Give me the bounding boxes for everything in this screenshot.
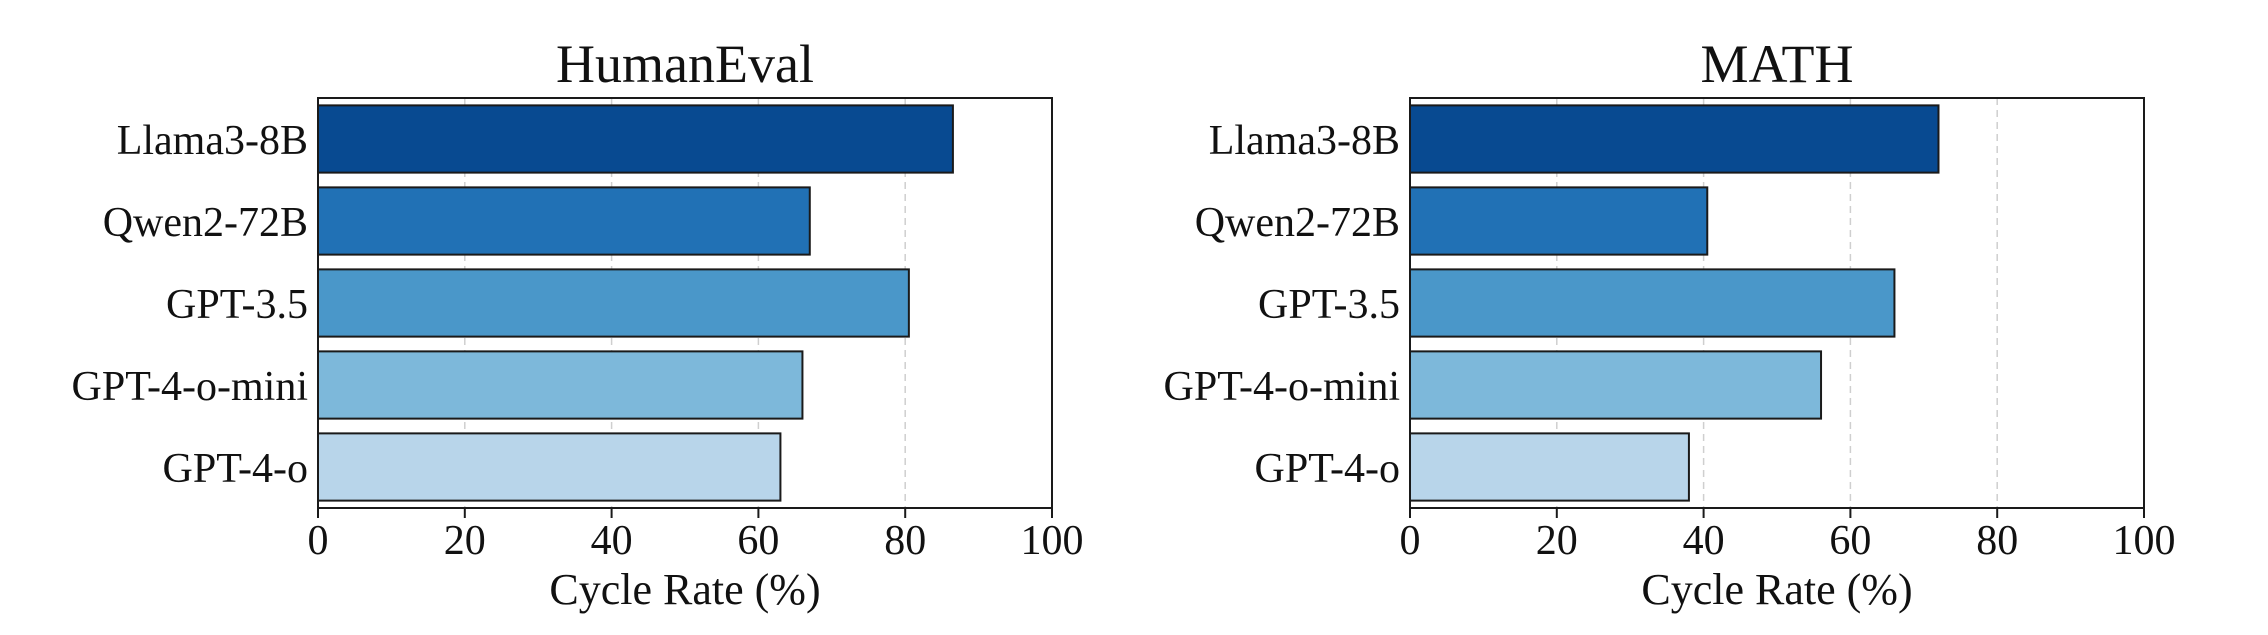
x-tick-label: 20 [1536, 518, 1578, 564]
category-label: GPT-4-o-mini [72, 364, 308, 410]
x-tick-label: 0 [1400, 518, 1421, 564]
bar [1409, 268, 1896, 338]
plot-frame [317, 97, 1053, 509]
category-label: Llama3-8B [117, 118, 308, 164]
bar [317, 186, 811, 256]
x-axis-label: Cycle Rate (%) [1641, 565, 1912, 614]
x-tick-label: 40 [591, 518, 633, 564]
x-tick-label: 100 [1021, 518, 1084, 564]
chart-title: MATH [1700, 34, 1853, 94]
x-tick-label: 80 [1976, 518, 2018, 564]
x-tick-label: 80 [884, 518, 926, 564]
plot-frame [1409, 97, 2145, 509]
bar [317, 432, 782, 502]
bar [317, 350, 804, 420]
chart-panel-2: MATH Llama3-8B Qwen2-72B GPT-3.5 GPT-4-o-min… [1164, 34, 2176, 614]
category-label: GPT-4-o-mini [1164, 364, 1400, 410]
bar [317, 104, 954, 174]
x-tick-label: 0 [308, 518, 329, 564]
category-label: Qwen2-72B [103, 200, 308, 246]
category-label: GPT-4-o [163, 446, 308, 492]
bar [1409, 186, 1709, 256]
bar [317, 268, 910, 338]
bar [1409, 432, 1690, 502]
category-label: Llama3-8B [1209, 118, 1400, 164]
bar [1409, 350, 1823, 420]
x-tick-label: 100 [2113, 518, 2176, 564]
chart-title: HumanEval [556, 34, 814, 94]
x-tick-label: 20 [444, 518, 486, 564]
x-tick-label: 40 [1683, 518, 1725, 564]
category-label: GPT-3.5 [166, 282, 308, 328]
x-tick-label: 60 [1829, 518, 1871, 564]
category-label: GPT-3.5 [1258, 282, 1400, 328]
bar [1409, 104, 1940, 174]
chart-panel-1: HumanEval Llama3-8B Qwen2-72B GPT-3.5 GPT-4-… [72, 34, 1084, 614]
x-tick-label: 60 [737, 518, 779, 564]
x-axis-label: Cycle Rate (%) [549, 565, 820, 614]
category-label: GPT-4-o [1255, 446, 1400, 492]
category-label: Qwen2-72B [1195, 200, 1400, 246]
